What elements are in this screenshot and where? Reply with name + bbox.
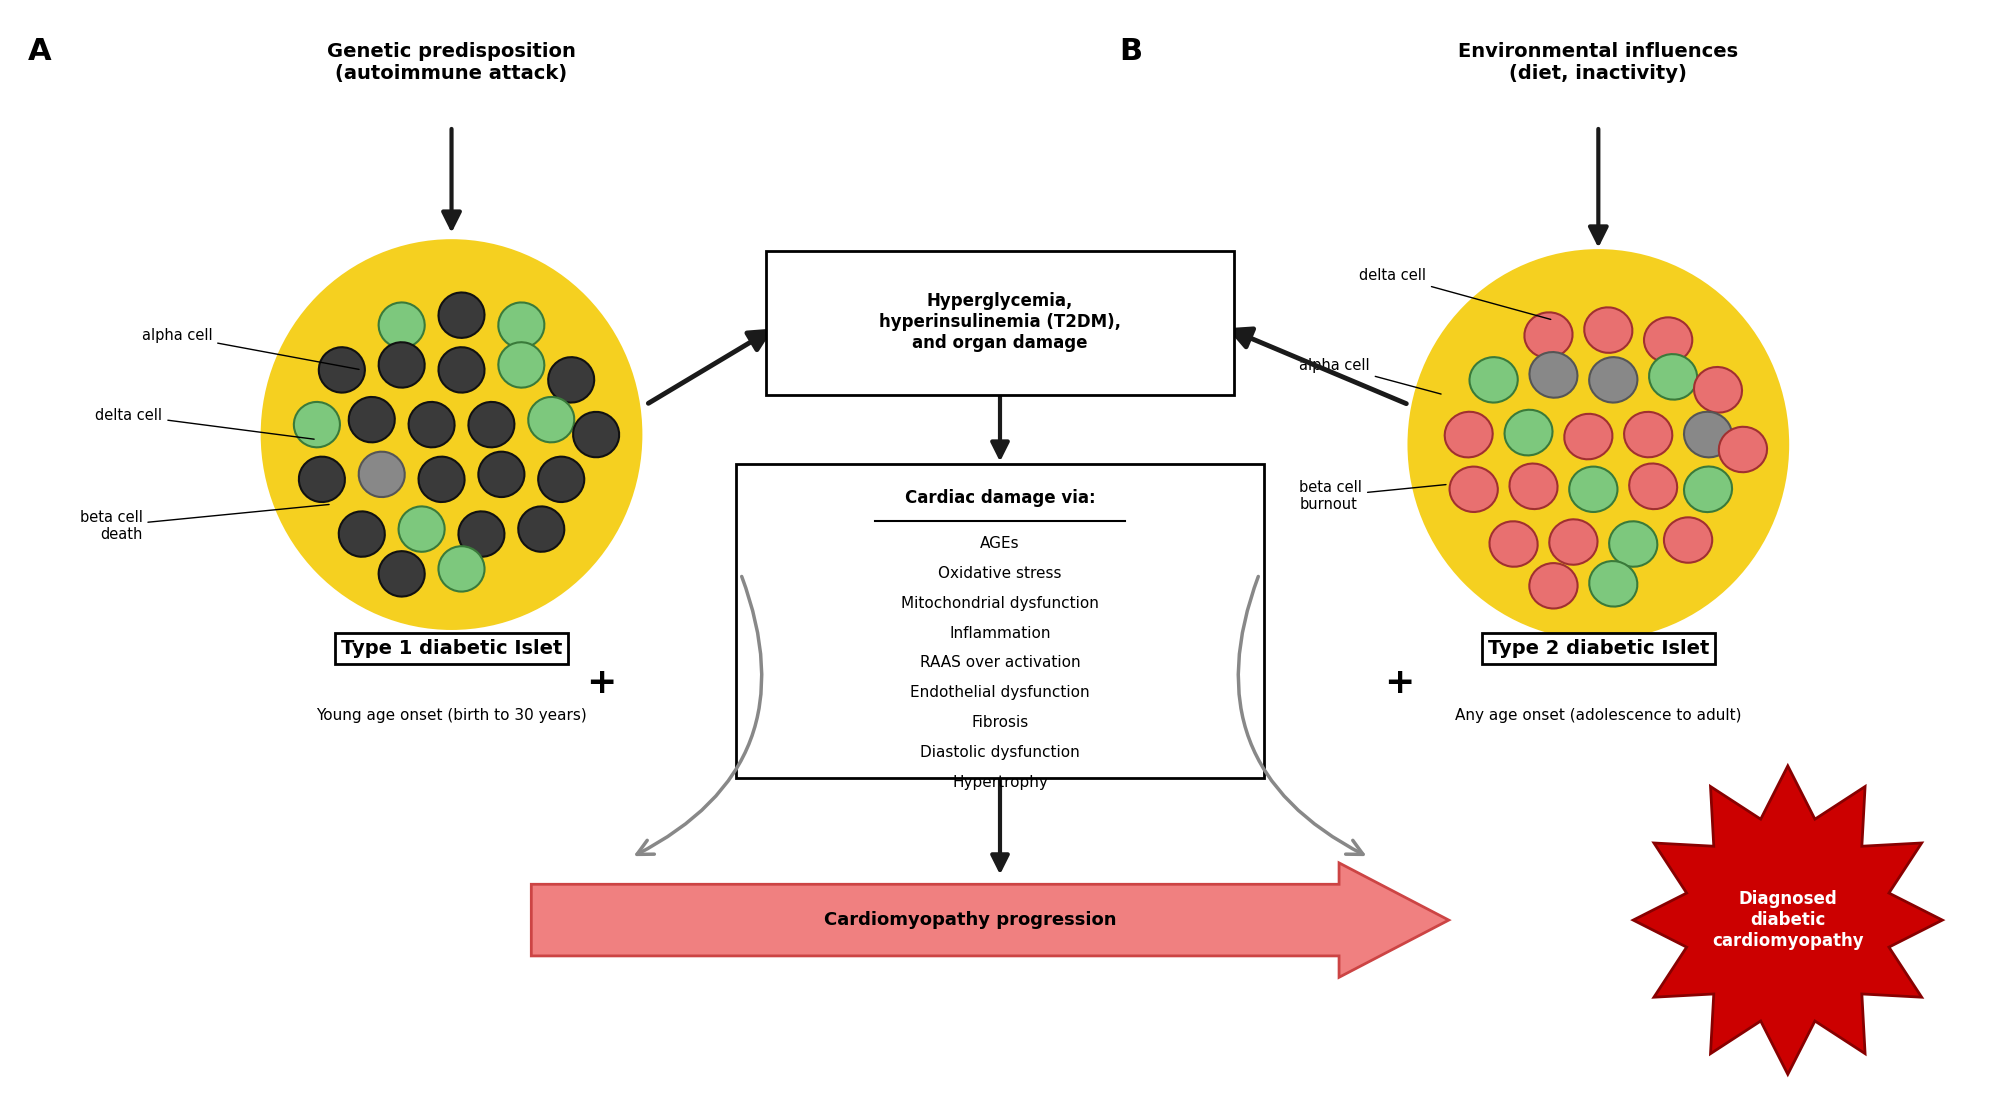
Text: Cardiomyopathy progression: Cardiomyopathy progression <box>824 911 1116 929</box>
Ellipse shape <box>378 342 424 387</box>
Text: RAAS over activation: RAAS over activation <box>920 655 1080 671</box>
FancyArrowPatch shape <box>1238 577 1364 854</box>
Ellipse shape <box>398 507 444 551</box>
Text: A: A <box>28 36 52 66</box>
Text: +: + <box>586 666 616 700</box>
Ellipse shape <box>298 456 344 502</box>
Ellipse shape <box>1610 522 1658 567</box>
Text: Hyperglycemia,
hyperinsulinemia (T2DM),
and organ damage: Hyperglycemia, hyperinsulinemia (T2DM), … <box>880 292 1120 352</box>
Ellipse shape <box>518 507 564 551</box>
Ellipse shape <box>1570 467 1618 512</box>
Ellipse shape <box>1490 521 1538 567</box>
Ellipse shape <box>538 456 584 502</box>
Text: beta cell
death: beta cell death <box>80 504 330 542</box>
Ellipse shape <box>1530 352 1578 398</box>
Text: Cardiac damage via:: Cardiac damage via: <box>904 489 1096 508</box>
FancyArrowPatch shape <box>636 577 762 854</box>
Ellipse shape <box>1564 414 1612 459</box>
Ellipse shape <box>528 397 574 442</box>
FancyBboxPatch shape <box>766 251 1234 395</box>
Text: AGEs: AGEs <box>980 536 1020 551</box>
Text: Environmental influences
(diet, inactivity): Environmental influences (diet, inactivi… <box>1458 42 1738 82</box>
Ellipse shape <box>338 511 384 557</box>
Ellipse shape <box>1530 563 1578 608</box>
Ellipse shape <box>498 302 544 348</box>
Text: Young age onset (birth to 30 years): Young age onset (birth to 30 years) <box>316 708 586 723</box>
Ellipse shape <box>358 452 404 497</box>
Text: +: + <box>1384 666 1414 700</box>
Ellipse shape <box>1590 357 1638 403</box>
Ellipse shape <box>548 357 594 403</box>
Ellipse shape <box>378 551 424 596</box>
Ellipse shape <box>438 347 484 393</box>
Ellipse shape <box>1408 251 1788 639</box>
Text: Any age onset (adolescence to adult): Any age onset (adolescence to adult) <box>1456 708 1742 723</box>
Text: Genetic predisposition
(autoimmune attack): Genetic predisposition (autoimmune attac… <box>328 42 576 82</box>
Text: Type 2 diabetic Islet: Type 2 diabetic Islet <box>1488 639 1710 657</box>
Ellipse shape <box>478 452 524 497</box>
Text: Diagnosed
diabetic
cardiomyopathy: Diagnosed diabetic cardiomyopathy <box>1712 891 1864 950</box>
Ellipse shape <box>468 401 514 447</box>
Ellipse shape <box>1550 520 1598 565</box>
Ellipse shape <box>1510 464 1558 509</box>
Text: Diastolic dysfunction: Diastolic dysfunction <box>920 745 1080 760</box>
Ellipse shape <box>1664 517 1712 562</box>
Ellipse shape <box>1650 354 1698 399</box>
Ellipse shape <box>1444 411 1492 457</box>
Ellipse shape <box>1504 410 1552 455</box>
Ellipse shape <box>1694 366 1742 412</box>
Ellipse shape <box>378 302 424 348</box>
Ellipse shape <box>498 342 544 387</box>
Ellipse shape <box>1684 411 1732 457</box>
Text: alpha cell: alpha cell <box>142 328 360 370</box>
Ellipse shape <box>574 411 620 457</box>
Ellipse shape <box>1684 466 1732 512</box>
Text: beta cell
burnout: beta cell burnout <box>1300 480 1446 512</box>
FancyArrow shape <box>532 863 1448 977</box>
Text: alpha cell: alpha cell <box>1300 358 1442 394</box>
FancyBboxPatch shape <box>736 465 1264 778</box>
Ellipse shape <box>1470 357 1518 403</box>
Text: Fibrosis: Fibrosis <box>972 715 1028 730</box>
Ellipse shape <box>1624 411 1672 457</box>
Ellipse shape <box>1524 313 1572 358</box>
Ellipse shape <box>438 292 484 338</box>
Ellipse shape <box>1718 427 1768 473</box>
Ellipse shape <box>1644 317 1692 363</box>
Ellipse shape <box>1584 307 1632 353</box>
Text: delta cell: delta cell <box>96 408 314 439</box>
Text: Endothelial dysfunction: Endothelial dysfunction <box>910 685 1090 700</box>
Ellipse shape <box>1450 467 1498 512</box>
Ellipse shape <box>262 241 640 629</box>
Text: Inflammation: Inflammation <box>950 626 1050 641</box>
Ellipse shape <box>1630 464 1678 509</box>
Text: B: B <box>1120 36 1142 66</box>
Text: Hypertrophy: Hypertrophy <box>952 775 1048 790</box>
Ellipse shape <box>458 511 504 557</box>
Ellipse shape <box>294 401 340 447</box>
Ellipse shape <box>408 401 454 447</box>
Ellipse shape <box>418 456 464 502</box>
Text: Mitochondrial dysfunction: Mitochondrial dysfunction <box>902 596 1098 610</box>
Text: Type 1 diabetic Islet: Type 1 diabetic Islet <box>340 639 562 657</box>
Polygon shape <box>1634 766 1942 1074</box>
Ellipse shape <box>1590 561 1638 606</box>
Text: Oxidative stress: Oxidative stress <box>938 566 1062 581</box>
Ellipse shape <box>348 397 394 442</box>
Text: delta cell: delta cell <box>1360 268 1550 319</box>
Ellipse shape <box>318 347 364 393</box>
Ellipse shape <box>438 546 484 592</box>
